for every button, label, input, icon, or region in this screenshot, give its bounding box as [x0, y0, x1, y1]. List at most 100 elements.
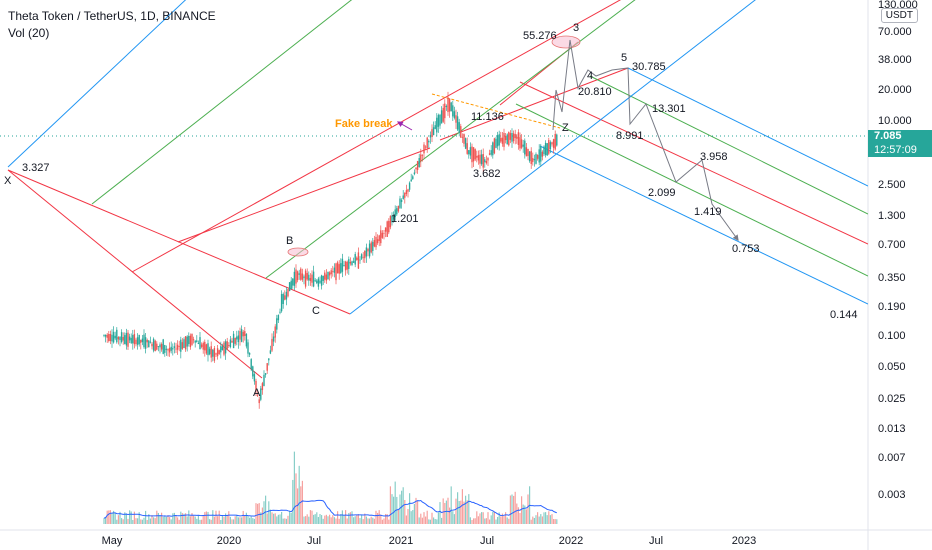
candle-body	[386, 221, 388, 237]
candle-body	[400, 199, 403, 202]
volume-bar	[362, 519, 364, 524]
volume-bar	[269, 509, 271, 524]
candle-body	[352, 261, 355, 263]
volume-indicator-label[interactable]: Vol (20)	[8, 26, 50, 40]
volume-bar	[351, 511, 353, 524]
candle-body	[120, 332, 123, 342]
time-axis[interactable]: May 2020 Jul 2021 Jul 2022 Jul 2023	[102, 535, 757, 547]
volume-bar	[383, 518, 385, 524]
price-tick-label: 0.700	[878, 239, 906, 251]
trend-line-x-a[interactable]	[7, 169, 263, 379]
pivot-ellipse-b[interactable]	[287, 247, 309, 257]
volume-bar	[249, 517, 251, 524]
projection-path[interactable]	[552, 39, 739, 241]
trend-line-5-4[interactable]	[439, 67, 629, 141]
volume-bar	[514, 491, 516, 524]
volume-bar	[143, 517, 145, 524]
volume-bar	[215, 510, 217, 524]
volume-bar	[357, 514, 359, 524]
volume-bar	[287, 515, 289, 524]
down-channel-green-lower[interactable]	[515, 103, 868, 277]
candle-body	[205, 344, 208, 354]
volume-bar	[188, 510, 190, 524]
candle-body	[306, 272, 308, 280]
volume-bar	[239, 517, 241, 524]
candle-body	[429, 134, 432, 138]
candle-body	[466, 143, 468, 154]
volume-bar	[325, 514, 327, 524]
pitchfork-blue-upper[interactable]	[7, 0, 196, 168]
symbol-title[interactable]: Theta Token / TetherUS, 1D, BINANCE	[8, 9, 216, 23]
candle-body	[239, 331, 241, 340]
label-4-value: 20.810	[578, 86, 612, 98]
price-tick-label: 0.050	[878, 361, 906, 373]
candle-body	[444, 103, 446, 119]
volume-bar	[367, 518, 369, 524]
candle-body	[413, 172, 416, 175]
candle-body	[282, 293, 284, 305]
pitchfork-blue-lower[interactable]	[349, 0, 768, 315]
plot-area[interactable]	[0, 0, 868, 530]
candle-body	[332, 271, 334, 273]
down-channel-green-upper[interactable]	[589, 75, 868, 215]
volume-bar	[535, 515, 537, 524]
candle-body	[213, 348, 216, 361]
volume-bar	[247, 515, 249, 524]
time-tick-label: Jul	[649, 535, 663, 547]
fake-break-line[interactable]	[431, 93, 561, 129]
volume-bar	[273, 513, 275, 524]
volume-bar	[436, 519, 438, 524]
volume-bar	[231, 519, 233, 524]
candle-body	[546, 143, 548, 156]
volume-bar	[201, 519, 203, 524]
pitchfork-green-lower[interactable]	[265, 0, 648, 279]
candle-body	[303, 276, 305, 279]
volume-bar	[119, 511, 121, 524]
candle-body	[428, 140, 430, 143]
candle-body	[156, 343, 158, 350]
candle-body	[370, 242, 372, 253]
candle-body	[349, 261, 352, 264]
candle-body	[309, 277, 312, 281]
candle-body	[436, 117, 438, 133]
pitchfork-median-line[interactable]	[131, 0, 638, 273]
down-channel-blue-lower[interactable]	[539, 145, 868, 305]
volume-bar	[346, 518, 348, 524]
candle-body	[477, 155, 480, 161]
candle-body	[418, 158, 420, 168]
candle-body	[434, 125, 436, 129]
pitchfork-green-upper[interactable]	[91, 0, 364, 205]
price-tick-label: 10.000	[878, 115, 912, 127]
label-b: B	[286, 235, 293, 247]
candle-body	[453, 111, 456, 118]
volume-bar	[257, 503, 259, 524]
down-channel-median[interactable]	[519, 81, 868, 245]
trend-line-c-up[interactable]	[177, 147, 431, 243]
volume-bar	[314, 514, 316, 524]
candle-body	[528, 151, 531, 162]
down-channel-blue-upper[interactable]	[627, 67, 868, 187]
candle-body	[381, 232, 384, 238]
currency-unit-button[interactable]: USDT	[880, 8, 918, 23]
candle-body	[207, 343, 209, 356]
candle-body	[511, 133, 513, 142]
volume-bar	[196, 518, 198, 524]
candle-body	[248, 352, 251, 355]
candle-body	[236, 336, 238, 340]
volume-bar	[281, 511, 283, 524]
volume-bar	[289, 510, 291, 524]
volume-bar	[546, 515, 548, 524]
candle-body	[232, 333, 235, 349]
volume-bar	[261, 507, 263, 524]
pivot-ellipse-3[interactable]	[551, 35, 581, 49]
candle-body	[392, 215, 395, 220]
candle-body	[404, 192, 406, 198]
price-axis[interactable]: 130.00070.00038.00020.00010.0005.0002.50…	[878, 0, 918, 501]
candle-body	[221, 346, 224, 351]
volume-bar	[130, 511, 132, 524]
candle-body	[373, 240, 376, 247]
candle-body	[383, 232, 385, 234]
candle-body	[154, 340, 156, 352]
volume-bar	[364, 513, 366, 524]
